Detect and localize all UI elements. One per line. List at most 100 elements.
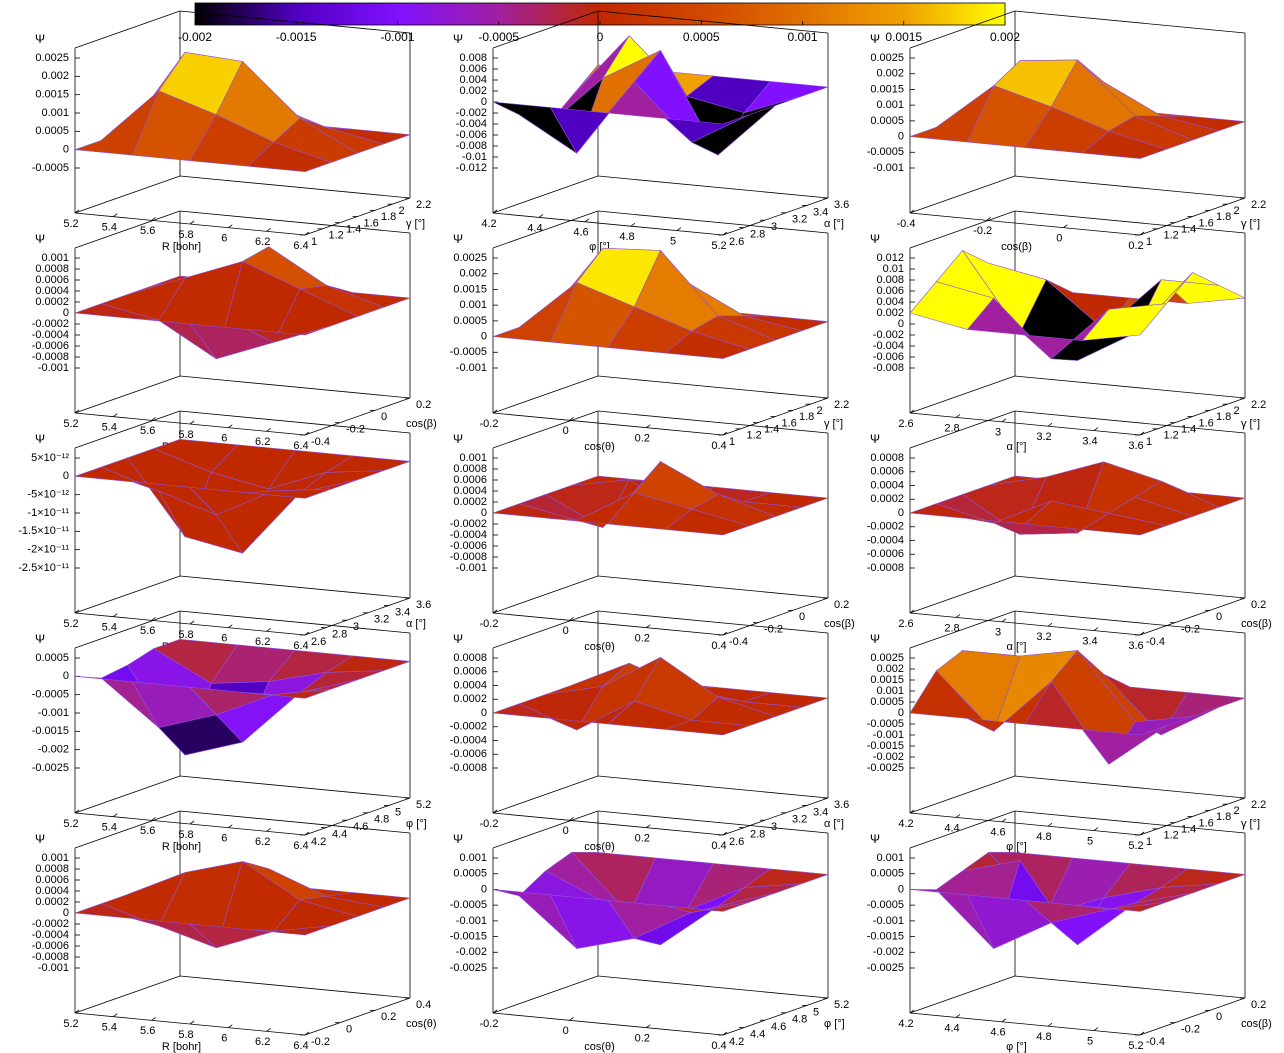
x-tick-label: 6.2	[255, 236, 270, 248]
y-tick-label: 0.2	[381, 1011, 396, 1023]
y-tick-label: 2	[1234, 805, 1240, 817]
x-tick-label: 4.2	[898, 1018, 913, 1030]
x-tick	[492, 1009, 498, 1014]
z-axis-label: Ψ	[35, 432, 45, 446]
z-tick-label: 0.0008	[453, 463, 487, 475]
y-tick-label: -0.4	[311, 436, 330, 448]
y-tick-label: 2.2	[416, 199, 431, 211]
z-tick-label: -0.002	[456, 107, 487, 119]
x-tick	[492, 809, 498, 814]
x-tick	[569, 617, 574, 621]
z-tick-label: -0.001	[456, 562, 487, 574]
z-tick-label: 0	[481, 330, 487, 342]
base-edge	[304, 797, 411, 836]
x-tick	[1093, 427, 1099, 431]
z-tick-label: 0.002	[876, 663, 904, 675]
z-tick-label: -0.01	[462, 151, 487, 163]
box-edge	[909, 10, 1016, 49]
x-tick	[909, 209, 915, 214]
x-tick	[151, 617, 156, 621]
x-tick-label: 0.2	[635, 633, 650, 645]
y-tick-label: 5	[813, 1006, 819, 1018]
y-tick-label: 2.6	[729, 836, 744, 848]
z-tick-label: 0.004	[459, 74, 487, 86]
z-tick-label: 0	[481, 96, 487, 108]
x-tick	[909, 1009, 915, 1014]
x-tick	[569, 1017, 574, 1021]
y-tick-label: 2.8	[750, 229, 765, 241]
z-tick-label: -0.001	[38, 362, 69, 374]
z-tick-label: -0.001	[873, 729, 904, 741]
base-edge	[722, 197, 829, 236]
box-edge	[179, 810, 411, 834]
x-tick-label: 4.4	[944, 822, 959, 834]
base-edge	[74, 575, 181, 614]
z-tick-label: 0.0004	[453, 679, 487, 691]
z-tick-label: 0	[898, 130, 904, 142]
base-edge	[909, 812, 1141, 836]
x-tick-label: -0.2	[480, 1018, 499, 1030]
z-tick-label: 0.0025	[453, 252, 487, 264]
x-tick	[1139, 631, 1145, 636]
x-tick-label: 3.4	[1082, 636, 1097, 648]
base-edge	[492, 375, 599, 414]
y-axis-label: γ [°]	[406, 218, 425, 230]
y-axis-label: cos(β)	[824, 618, 855, 630]
y-tick-label: 0	[381, 411, 387, 423]
box-edge	[179, 10, 411, 34]
z-tick-label: 0.0004	[35, 885, 69, 897]
z-tick-label: -0.0008	[867, 562, 904, 574]
x-tick	[492, 609, 498, 614]
x-tick-label: 6	[221, 833, 227, 845]
base-edge	[1014, 775, 1246, 799]
z-tick-label: 0.001	[876, 99, 904, 111]
x-tick-label: 4.6	[990, 1027, 1005, 1039]
y-tick-label: 1.6	[1199, 417, 1214, 429]
y-tick-label: 1.4	[346, 224, 361, 236]
colorbar-tick-label: -0.001	[380, 30, 414, 44]
x-tick	[189, 220, 195, 225]
base-edge	[722, 797, 829, 836]
y-tick-label: 4.4	[332, 829, 347, 841]
x-tick	[1047, 422, 1053, 427]
z-tick-label: 0.001	[459, 299, 487, 311]
z-tick-label: -0.0002	[450, 721, 487, 733]
base-edge	[1014, 975, 1246, 999]
z-tick-label: -0.0004	[450, 529, 487, 541]
x-axis-label: cos(β)	[1001, 241, 1032, 253]
z-tick-label: 0.001	[459, 852, 487, 864]
y-tick-label: 0	[346, 1024, 352, 1036]
y-tick-label: 3.4	[395, 606, 410, 618]
base-edge	[909, 175, 1016, 214]
x-tick	[228, 224, 233, 228]
z-tick-label: 0	[481, 507, 487, 519]
z-tick-label: 0.0008	[35, 863, 69, 875]
x-tick-label: 5.2	[711, 240, 726, 252]
x-tick	[266, 628, 271, 632]
z-tick-label: -0.0005	[450, 346, 487, 358]
x-tick	[722, 1031, 728, 1036]
base-edge	[909, 1012, 1141, 1036]
z-tick-label: -0.0006	[32, 940, 69, 952]
y-tick-label: -0.4	[729, 636, 748, 648]
surface-patch	[1081, 513, 1168, 536]
y-tick-label: 1	[729, 436, 735, 448]
z-tick-label: -0.001	[456, 362, 487, 374]
z-tick-label: 0.008	[876, 274, 904, 286]
x-tick	[1001, 1018, 1007, 1023]
base-edge	[179, 975, 411, 999]
y-tick-label: 1.4	[1181, 824, 1196, 836]
x-tick-label: 4.8	[1036, 1031, 1051, 1043]
x-tick-label: 3.6	[1128, 440, 1143, 452]
x-tick	[676, 227, 682, 231]
box-edge	[492, 210, 599, 249]
x-tick	[189, 820, 195, 825]
x-tick	[986, 217, 991, 221]
x-tick	[955, 614, 961, 618]
y-tick-label: 1.2	[747, 430, 762, 442]
x-tick-label: 5	[1087, 1036, 1093, 1048]
surface-patch	[664, 508, 751, 536]
z-tick-label: -0.0004	[32, 329, 69, 341]
base-edge	[492, 1012, 724, 1036]
